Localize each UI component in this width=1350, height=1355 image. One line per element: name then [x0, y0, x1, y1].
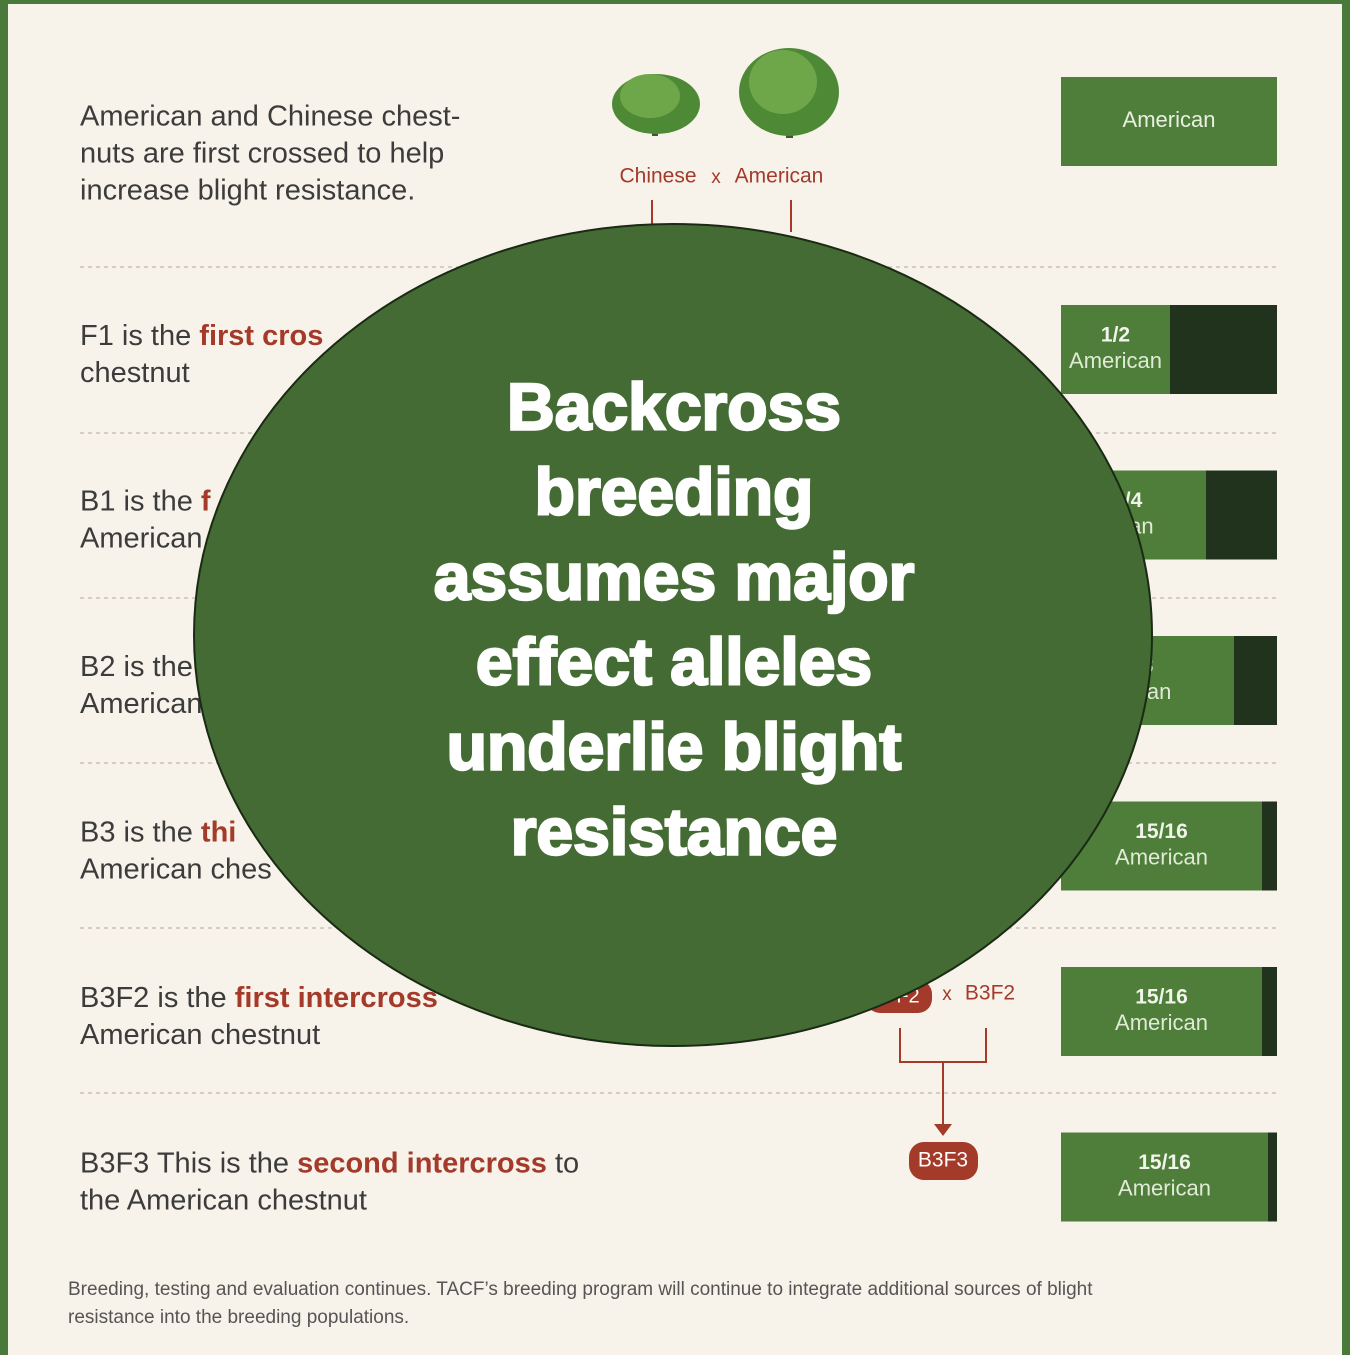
text-segment: B3 is the: [80, 816, 201, 848]
page: {"intro": {"lines": ["American and Chine…: [0, 0, 1350, 1355]
bar-fraction: 15/16: [1135, 986, 1188, 1009]
text-segment: B1 is the: [80, 485, 201, 517]
row-text: American: [80, 688, 203, 720]
infographic: American and Chinese chest-nuts are firs…: [0, 0, 1350, 1355]
row-text: B2 is the: [80, 651, 193, 683]
row-text: American: [80, 522, 203, 554]
bar-dark: [1262, 967, 1277, 1056]
bar-dark: [1268, 1133, 1277, 1222]
bar-fraction: 15/16: [1138, 1151, 1191, 1174]
cross-label: Chinese: [619, 165, 696, 188]
bar-dark: [1170, 305, 1277, 394]
row-text: B3 is the thi: [80, 816, 236, 848]
overlay-line: effect alleles: [476, 624, 872, 698]
row-text: B3F3 This is the second intercross to: [80, 1147, 579, 1179]
text-segment: second intercross: [297, 1147, 547, 1179]
text-segment: American: [80, 688, 203, 720]
text-segment: B3F3 This is the: [80, 1147, 297, 1179]
row-text: the American chestnut: [80, 1184, 367, 1216]
intro-line: increase blight resistance.: [80, 175, 415, 207]
footer-line: Breeding, testing and evaluation continu…: [68, 1279, 1093, 1300]
text-segment: American: [80, 522, 203, 554]
overlay-line: Backcross: [507, 369, 841, 443]
bar-label: American: [1115, 1010, 1208, 1035]
text-segment: chestnut: [80, 357, 190, 389]
overlay-line: resistance: [511, 794, 838, 868]
bar-dark: [1262, 802, 1277, 891]
bar-dark: [1234, 636, 1277, 725]
text-segment: the American chestnut: [80, 1184, 367, 1216]
text-segment: first cros: [199, 320, 323, 352]
text-segment: American ches: [80, 853, 272, 885]
bar-label: American: [1069, 348, 1162, 373]
bar-fraction: 15/16: [1135, 820, 1188, 843]
row-text: chestnut: [80, 357, 190, 389]
text-segment: B2 is the: [80, 651, 193, 683]
row-text: B1 is the f: [80, 485, 211, 517]
overlay-line: underlie blight: [447, 709, 902, 783]
bar-label: American: [1115, 844, 1208, 869]
text-segment: thi: [201, 816, 236, 848]
text-segment: B3F2 is the: [80, 982, 235, 1014]
bar-dark: [1206, 471, 1277, 560]
cross-sign: x: [711, 167, 721, 188]
text-segment: first intercross: [235, 982, 438, 1014]
text-segment: American chestnut: [80, 1019, 320, 1051]
row-text: B3F2 is the first intercross: [80, 982, 438, 1014]
intro-line: nuts are first crossed to help: [80, 138, 444, 170]
cross-sign: x: [942, 984, 952, 1005]
text-segment: F1 is the: [80, 320, 199, 352]
text-segment: f: [201, 485, 211, 517]
bar-fraction: 1/2: [1101, 324, 1130, 347]
bar-label: American: [1123, 107, 1216, 132]
bar-label: American: [1118, 1175, 1211, 1200]
intro-line: American and Chinese chest-: [80, 101, 460, 133]
overlay-line: assumes major: [434, 539, 915, 613]
row-text: American chestnut: [80, 1019, 320, 1051]
row-text: F1 is the first cros: [80, 320, 323, 352]
pill-label: B3F3: [918, 1149, 968, 1172]
footer-line: resistance into the breeding populations…: [68, 1307, 409, 1328]
cross-label: B3F2: [965, 982, 1015, 1005]
text-segment: to: [547, 1147, 579, 1179]
row-text: American ches: [80, 853, 272, 885]
overlay-line: breeding: [535, 454, 814, 528]
cross-label: American: [735, 165, 824, 188]
